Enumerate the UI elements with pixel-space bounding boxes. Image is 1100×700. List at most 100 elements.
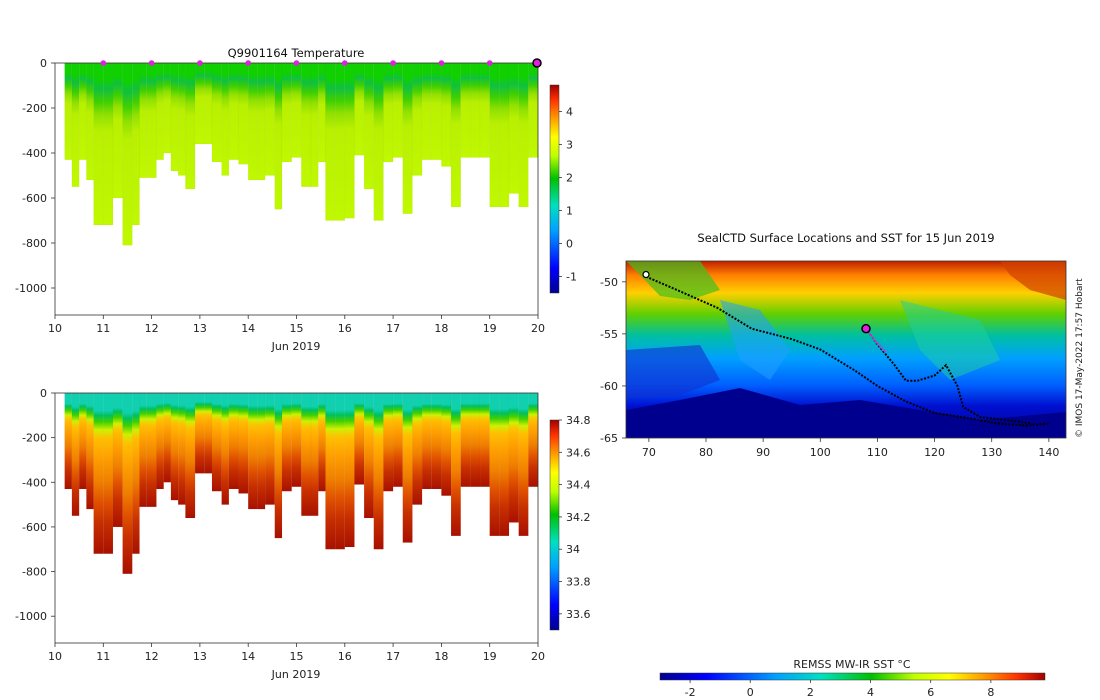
- y-tick-label: 0: [40, 57, 47, 70]
- temperature-colorbar: [549, 84, 560, 294]
- salinity-colorbar-ticks: 34.8 34.6 34.4 34.2 34 33.8 33.6: [559, 414, 591, 621]
- x-tick-label: 15: [290, 650, 304, 663]
- current-profile-marker: [532, 58, 542, 68]
- profile-bar: [318, 63, 326, 163]
- profile-bar: [163, 393, 172, 483]
- cbar-tick-label: 0: [566, 237, 573, 250]
- profile-bar: [93, 393, 104, 554]
- profile-bar: [301, 393, 312, 516]
- profile-bar: [78, 63, 87, 160]
- map-y-tick-label: -65: [600, 432, 618, 445]
- profile-bar: [156, 63, 164, 160]
- profile-bar: [112, 393, 123, 528]
- profile-bar: [71, 63, 80, 187]
- salinity-profiles: [64, 393, 538, 575]
- map-x-tick-label: 110: [867, 446, 888, 459]
- cbar-tick-label: 3: [566, 138, 573, 151]
- temperature-profiles: [64, 63, 538, 246]
- profile-bar: [291, 63, 302, 158]
- profile-bar: [194, 393, 205, 474]
- cbar-tick-label: 34.4: [566, 479, 591, 492]
- profile-bar: [238, 393, 249, 494]
- profile-bar: [508, 393, 519, 523]
- profile-bar: [64, 63, 73, 160]
- profile-bar: [228, 393, 239, 490]
- profile-bar: [93, 63, 104, 226]
- profile-bar: [185, 393, 196, 519]
- sst-colorbar-ticks: -2 0 2 4 6 8: [685, 680, 994, 699]
- map-axes: [625, 260, 1067, 439]
- profile-bar: [103, 393, 114, 554]
- x-tick-label: 10: [48, 322, 62, 335]
- profile-bar: [373, 63, 384, 221]
- x-tick-label: 16: [338, 650, 352, 663]
- profile-bar: [291, 393, 302, 487]
- profile-bar: [392, 63, 403, 158]
- cbar-tick-label: 1: [566, 204, 573, 217]
- profile-bar: [139, 393, 147, 508]
- profile-bar: [132, 63, 140, 226]
- y-tick-label: -200: [22, 102, 47, 115]
- profile-bar: [363, 63, 374, 190]
- profile-bar: [310, 393, 319, 516]
- profile-bar: [274, 393, 283, 539]
- profile-bar: [247, 63, 259, 181]
- profile-bar: [479, 63, 490, 158]
- sst-tick-label: 6: [927, 686, 934, 699]
- sst-tick-label: -2: [685, 686, 696, 699]
- y-tick-label: -800: [22, 237, 47, 250]
- seal-track: [642, 270, 1049, 427]
- cbar-tick-label: 34.6: [566, 446, 591, 459]
- salinity-colorbar: [549, 419, 560, 631]
- cbar-tick-label: 2: [566, 171, 573, 184]
- profile-bar: [421, 63, 432, 160]
- x-tick-label: 13: [193, 322, 207, 335]
- sst-tick-label: 2: [807, 686, 814, 699]
- map-title: SealCTD Surface Locations and SST for 15…: [697, 231, 994, 245]
- profile-bar: [194, 63, 205, 145]
- x-tick-label: 17: [386, 650, 400, 663]
- profile-bar: [185, 63, 196, 190]
- profile-bar: [257, 393, 266, 510]
- float-marker: [197, 60, 203, 66]
- cbar-tick-label: 33.8: [566, 576, 591, 589]
- track-line: [645, 275, 1049, 427]
- profile-bar: [431, 393, 442, 490]
- profile-bar: [163, 63, 172, 154]
- profile-bar: [264, 393, 275, 505]
- cbar-tick-label: -1: [566, 270, 577, 283]
- x-tick-label: 12: [145, 322, 159, 335]
- x-tick-label: 14: [241, 322, 255, 335]
- salinity-y-ticks: 0 -200 -400 -600 -800 -1000: [15, 387, 55, 623]
- profile-bar: [402, 63, 413, 214]
- x-tick-label: 18: [434, 650, 448, 663]
- imos-credit: © IMOS 17-May-2022 17:57 Hobart: [1075, 278, 1085, 438]
- profile-bar: [281, 393, 292, 492]
- x-tick-label: 18: [434, 322, 448, 335]
- y-tick-label: 0: [40, 387, 47, 400]
- x-tick-label: 16: [338, 322, 352, 335]
- current-position-marker: [861, 323, 871, 334]
- profile-bar: [264, 63, 275, 176]
- profile-bar: [146, 393, 157, 508]
- profile-bar: [354, 393, 365, 485]
- profile-bar: [132, 393, 140, 554]
- y-tick-label: -400: [22, 476, 47, 489]
- x-tick-label: 20: [531, 322, 545, 335]
- profile-bar: [139, 63, 147, 178]
- y-tick-label: -600: [22, 521, 47, 534]
- x-tick-label: 17: [386, 322, 400, 335]
- map-x-tick-label: 80: [699, 446, 713, 459]
- float-marker: [486, 60, 493, 66]
- recent-track-line: [865, 328, 887, 354]
- map-x-tick-label: 140: [1038, 446, 1059, 459]
- profile-bar: [450, 63, 461, 208]
- profile-bar: [301, 63, 312, 187]
- profile-bar: [71, 393, 80, 516]
- x-tick-label: 14: [241, 650, 255, 663]
- y-tick-label: -800: [22, 566, 47, 579]
- x-tick-label: 15: [290, 322, 304, 335]
- x-tick-label: 19: [483, 322, 497, 335]
- profile-bar: [460, 63, 471, 158]
